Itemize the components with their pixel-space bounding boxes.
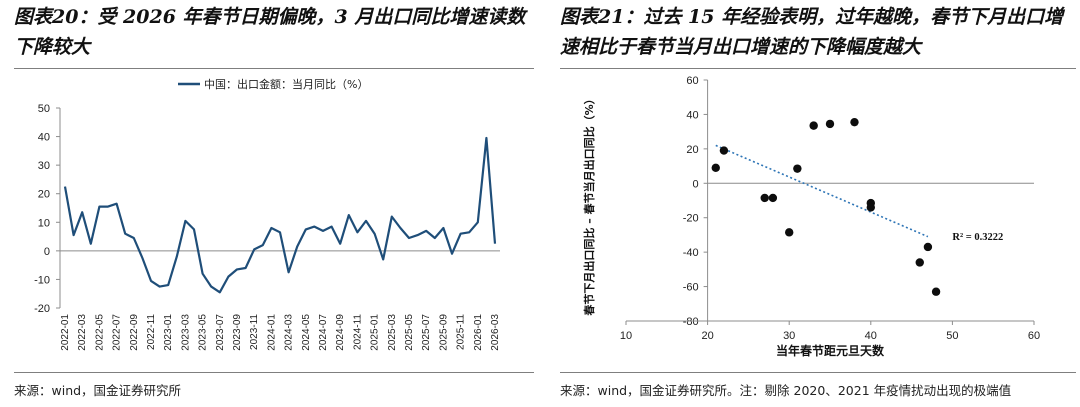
x-tick-label: 2025-11 bbox=[456, 314, 467, 350]
x-tick-label: 2022-03 bbox=[77, 314, 88, 351]
y-tick-label: -60 bbox=[683, 282, 699, 294]
y-tick-label: 0 bbox=[44, 246, 50, 258]
x-tick-label: 2024-05 bbox=[301, 314, 312, 351]
scatter-point bbox=[931, 287, 941, 296]
y-tick-label: -20 bbox=[34, 303, 50, 315]
x-tick-label: 60 bbox=[1028, 330, 1040, 342]
y-tick-label: 40 bbox=[686, 109, 698, 121]
x-tick-label: 2022-01 bbox=[60, 314, 71, 351]
scatter-point bbox=[785, 228, 794, 237]
y-axis-title: 春节下月出口同比 – 春节当月出口同比（%） bbox=[582, 93, 596, 315]
x-tick-label: 30 bbox=[783, 330, 795, 342]
right-source-note: 来源：wind，国金证券研究所。注：剔除 2020、2021 年疫情扰动出现的极… bbox=[560, 383, 1012, 398]
right-bottom-rule bbox=[560, 372, 1076, 373]
x-tick-label: 2023-01 bbox=[163, 314, 174, 351]
y-tick-label: 20 bbox=[686, 144, 698, 156]
scatter-point bbox=[923, 242, 933, 252]
y-tick-label: 60 bbox=[686, 75, 698, 87]
left-figure-title: 图表20：受 2026 年春节日期偏晚，3 月出口同比增速读数下降较大 bbox=[14, 6, 526, 58]
x-tick-label: 2023-03 bbox=[180, 314, 191, 351]
r-squared-annotation: R² = 0.3222 bbox=[952, 232, 1003, 243]
x-tick-label: 2024-09 bbox=[335, 314, 346, 351]
left-figure-panel: 图表20：受 2026 年春节日期偏晚，3 月出口同比增速读数下降较大 -20-… bbox=[14, 6, 534, 398]
scatter-point bbox=[915, 258, 924, 267]
scatter-point bbox=[850, 117, 859, 127]
right-figure-panel: 图表21：过去 15 年经验表明，过年越晚，春节下月出口增速相比于春节当月出口增… bbox=[556, 0, 1080, 407]
x-tick-label: 2025-07 bbox=[421, 314, 432, 351]
x-tick-label: 2025-05 bbox=[404, 314, 415, 351]
x-tick-label: 40 bbox=[865, 330, 877, 342]
y-tick-label: -10 bbox=[34, 274, 50, 286]
x-tick-label: 2023-07 bbox=[215, 314, 226, 351]
x-tick-label: 2023-11 bbox=[249, 314, 260, 350]
x-tick-label: 50 bbox=[946, 330, 958, 342]
scatter-point bbox=[866, 203, 875, 212]
x-tick-label: 20 bbox=[701, 330, 713, 342]
y-tick-label: 10 bbox=[38, 217, 50, 229]
scatter-point bbox=[719, 146, 729, 155]
lunar-new-year-scatter-chart: -80 -60 -40 -20 0 20 40 60 10 20 30 40 50 60 当年春节距元旦天数… bbox=[582, 75, 1040, 358]
y-tick-label: 30 bbox=[38, 160, 50, 172]
export-growth-line-chart: -20 -10 0 10 20 30 40 50 2022-01 2022-03 2022-05 20… bbox=[34, 77, 501, 351]
x-tick-label: 2025-03 bbox=[387, 314, 398, 351]
y-tick-label: 0 bbox=[692, 178, 698, 190]
x-tick-label: 2023-09 bbox=[232, 314, 243, 351]
x-tick-label: 2024-11 bbox=[352, 314, 363, 350]
x-tick-label: 2024-03 bbox=[284, 314, 295, 351]
x-tick-label: 2023-05 bbox=[198, 314, 209, 351]
scatter-point bbox=[825, 119, 835, 129]
x-tick-label: 2025-01 bbox=[370, 314, 381, 351]
x-axis-title: 当年春节距元旦天数 bbox=[776, 343, 885, 358]
left-bottom-rule bbox=[14, 372, 534, 373]
y-tick-label: -20 bbox=[683, 213, 699, 225]
right-figure-title: 图表21：过去 15 年经验表明，过年越晚，春节下月出口增速相比于春节当月出口增… bbox=[560, 6, 1064, 58]
x-tick-label: 2022-07 bbox=[112, 314, 123, 351]
y-tick-label: 50 bbox=[38, 103, 50, 115]
right-top-rule bbox=[560, 68, 1076, 69]
series-line-export-yoy bbox=[63, 136, 497, 294]
legend-label: 中国：出口金额：当月同比（%） bbox=[204, 77, 368, 91]
scatter-point bbox=[711, 163, 720, 172]
scatter-point bbox=[768, 193, 778, 203]
x-tick-label: 2024-07 bbox=[318, 314, 329, 351]
x-tick-label: 2026-03 bbox=[490, 314, 501, 351]
y-tick-label: 20 bbox=[38, 189, 50, 201]
x-tick-label: 2022-09 bbox=[129, 314, 140, 351]
y-tick-label: -40 bbox=[683, 247, 699, 259]
y-tick-label: 40 bbox=[38, 132, 50, 144]
scatter-point bbox=[793, 164, 802, 173]
x-tick-label: 2024-01 bbox=[266, 314, 277, 351]
x-tick-label: 2025-09 bbox=[438, 314, 449, 351]
left-source-note: 来源：wind，国金证券研究所 bbox=[14, 383, 182, 398]
scatter-point bbox=[760, 193, 769, 203]
x-tick-label: 2022-05 bbox=[94, 314, 105, 351]
x-tick-label: 2022-11 bbox=[146, 314, 157, 350]
left-top-rule bbox=[14, 68, 534, 69]
y-tick-label: -80 bbox=[683, 316, 699, 328]
x-tick-label: 10 bbox=[620, 330, 632, 342]
linear-trendline bbox=[715, 144, 929, 238]
scatter-point bbox=[809, 121, 818, 130]
x-tick-label: 2026-01 bbox=[473, 314, 484, 351]
